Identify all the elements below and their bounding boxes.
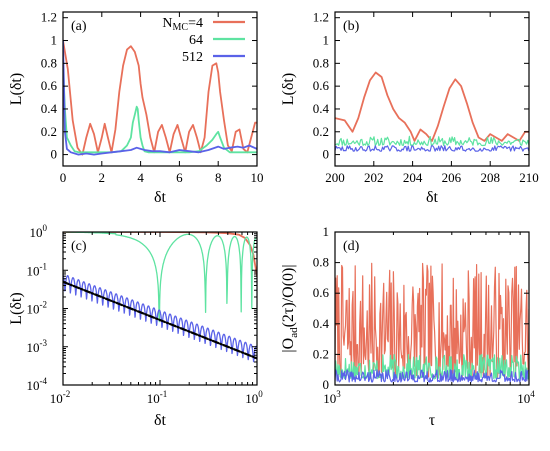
plot-area [63,232,257,363]
plot-area [335,262,529,383]
x-tick-label: 200 [325,170,345,185]
series-n512 [63,274,257,363]
x-axis-label: δt [154,189,167,206]
x-axis-label: δt [154,412,167,429]
x-tick-exponent: -1 [160,389,168,399]
y-tick-label: 0.4 [313,101,330,116]
x-tick-label: 10 [251,170,264,185]
y-axis-label-sub: ad [288,327,300,338]
plot-frame [334,231,530,386]
plot-area [63,39,257,156]
panel-label: (a) [71,19,87,34]
panel-label: (c) [71,239,87,254]
x-axis-label: δt [426,189,439,206]
series-n64 [335,135,529,147]
y-tick-label: 1 [51,33,58,48]
y-tick-label: 0.2 [313,124,329,139]
legend-label: NMC=4 [162,16,203,33]
x-tick-label: 104 [517,389,535,406]
y-tick-label: 0.8 [313,255,329,270]
y-tick-label: 0.8 [41,55,57,70]
y-tick-exponent: -4 [40,376,48,386]
y-tick-label: 0 [323,377,330,392]
y-tick-label: 0.6 [41,78,58,93]
y-axis-label: L(δt) [8,73,25,105]
y-tick-exponent: 0 [43,223,48,233]
series-n4 [335,71,529,142]
y-tick-label: 10-2 [27,300,48,317]
x-tick-label: 0 [60,170,67,185]
legend-label-tail: =4 [188,16,203,31]
y-tick-label: 10-1 [27,261,48,278]
y-tick-label: 0.6 [313,78,330,93]
y-axis-label-post: (2τ)/O(0)| [280,264,297,327]
legend-label: 512 [182,50,203,65]
plot-frame [334,11,530,167]
y-tick-label: 0.8 [313,55,329,70]
x-tick-label: 100 [245,389,263,406]
series-bound [63,280,257,360]
y-tick-exponent: -3 [40,338,48,348]
y-tick-label: 0.2 [313,346,329,361]
legend-label: 64 [189,33,203,48]
y-tick-label: 0 [323,147,330,162]
x-tick-label: 10-1 [147,389,168,406]
y-tick-label: 0.4 [41,101,58,116]
x-tick-label: 208 [480,170,500,185]
y-tick-label: 0.6 [313,285,330,300]
y-tick-label: 0.4 [313,316,330,331]
plot-frame [62,11,258,167]
y-tick-label: 1 [323,33,330,48]
x-tick-label: 206 [442,170,462,185]
series-n64 [63,232,257,323]
y-tick-label: 0.2 [41,124,57,139]
y-tick-label: 1.2 [313,10,329,25]
series-n4 [63,39,257,156]
panel-b: 200 202 204 206 208 210 0 0.2 0.4 0.6 0.8 1 1.2 δt L(δ… [280,10,539,206]
legend-label-main: N [162,16,172,31]
y-axis-label: L(δt) [280,73,297,105]
x-tick-label: 4 [137,170,144,185]
series-n512 [63,39,257,156]
series-n512 [335,145,529,152]
x-tick-exponent: 3 [336,389,341,399]
x-tick-label: 2 [99,170,106,185]
y-tick-exponent: -2 [40,300,48,310]
panel-c: 10-2 10-1 100 10-4 10-3 10-2 10-1 100 δt L(δt) (c) [8,223,263,429]
plot-area [335,71,529,152]
y-tick-label: 10-4 [27,376,48,393]
x-tick-exponent: -2 [63,389,71,399]
x-tick-label: 8 [215,170,222,185]
series-n512 [335,369,529,383]
series-n64 [63,62,257,154]
y-tick-label: 0 [51,147,58,162]
y-axis-label: L(δt) [8,292,25,324]
y-tick-label: 1.2 [41,10,57,25]
panel-label: (d) [343,239,360,254]
x-tick-label: 10-2 [50,389,71,406]
x-tick-label: 210 [519,170,539,185]
y-axis-label: |Oad(2τ)/O(0)| [280,264,300,352]
x-tick-label: 202 [364,170,384,185]
y-tick-label: 1 [323,224,330,239]
x-tick-exponent: 4 [530,389,535,399]
y-tick-label: 10-3 [27,338,48,355]
y-axis-label-pre: |O [280,338,297,353]
x-tick-label: 204 [403,170,423,185]
panel-label: (b) [343,19,360,34]
legend-label-sub: MC [173,22,189,33]
x-tick-exponent: 0 [258,389,263,399]
y-tick-exponent: -1 [40,261,48,271]
x-tick-label: 6 [176,170,183,185]
y-tick-label: 100 [30,223,48,240]
x-axis-label: τ [429,412,436,429]
